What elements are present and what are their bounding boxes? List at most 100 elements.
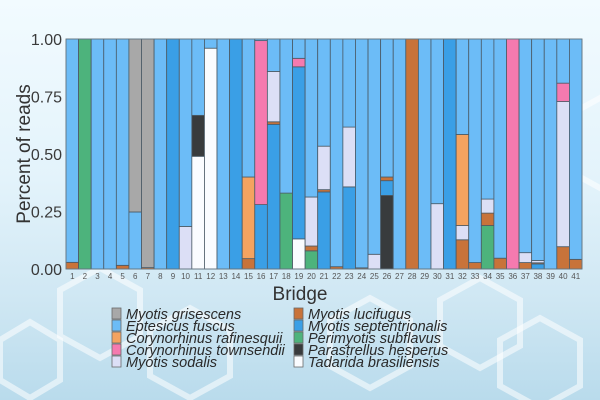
legend-item: Perimyotis subflavus [293, 331, 441, 347]
x-tick-label: 21 [320, 272, 329, 281]
x-tick-label: 14 [231, 272, 240, 281]
bar-segment-myotis-septentrionalis-bridge-26 [380, 180, 394, 196]
bar-segment-myotis-lucifugus-bridge-5 [115, 264, 130, 270]
legend-label: Myotis sodalis [126, 355, 217, 371]
y-tick-label: 0.75 [31, 90, 62, 107]
bar-segment-eptesicus-fuscus-bridge-1 [65, 38, 79, 263]
y-tick-label: 1.00 [31, 32, 62, 49]
x-tick-label: 25 [370, 272, 379, 281]
x-tick-label: 4 [108, 272, 113, 281]
bar-segment-myotis-septentrionalis-bridge-23 [342, 186, 356, 270]
x-tick-label: 5 [120, 272, 125, 281]
bar-segment-myotis-sodalis-bridge-21 [317, 145, 331, 191]
x-tick-label: 8 [158, 272, 163, 281]
x-tick-label: 19 [294, 272, 303, 281]
x-tick-label: 24 [357, 272, 366, 281]
hexagon-decoration [0, 318, 63, 400]
bar-segment-perimyotis-subflavus-bridge-2 [78, 38, 92, 270]
bar-segment-eptesicus-fuscus-bridge-32 [455, 38, 470, 135]
x-tick-label: 33 [471, 272, 480, 281]
bar-segment-eptesicus-fuscus-bridge-22 [329, 38, 344, 268]
bar-segment-myotis-septentrionalis-bridge-19 [292, 66, 306, 240]
bar-segment-parastrellus-hesperus-bridge-11 [191, 114, 205, 157]
x-tick-label: 28 [408, 272, 417, 281]
bar-segment-eptesicus-fuscus-bridge-10 [178, 38, 193, 227]
bar-segment-myotis-grisescens-bridge-6 [128, 38, 142, 213]
bar-segment-myotis-lucifugus-bridge-41 [569, 258, 583, 270]
x-tick-label: 32 [458, 272, 467, 281]
bar-segment-corynorhinus-townsendii-bridge-36 [506, 38, 520, 270]
bar-segment-corynorhinus-rafinesquii-bridge-15 [241, 176, 256, 260]
legend-label: Parastrellus hesperus [308, 343, 448, 359]
bar-segment-myotis-lucifugus-bridge-40 [556, 246, 570, 270]
x-tick-label: 29 [420, 272, 429, 281]
x-tick-label: 11 [194, 272, 203, 281]
legend-label: Myotis septentrionalis [308, 319, 447, 335]
bar-segment-tadarida-brasiliensis-bridge-19 [292, 238, 306, 270]
bar-segment-myotis-septentrionalis-bridge-17 [266, 123, 281, 270]
x-tick-label: 41 [571, 272, 580, 281]
x-tick-label: 40 [559, 272, 568, 281]
legend-label: Corynorhinus townsendii [126, 343, 286, 359]
hexagon-decoration [147, 304, 233, 400]
bar-segment-myotis-sodalis-bridge-17 [266, 71, 281, 123]
bar-segment-eptesicus-fuscus-bridge-15 [241, 38, 256, 178]
y-axis-title: Percent of reads [14, 84, 35, 223]
x-tick-label: 22 [332, 272, 341, 281]
x-tick-label: 7 [146, 272, 151, 281]
legend-swatch [293, 343, 304, 356]
x-tick-label: 10 [181, 272, 190, 281]
bar-segment-myotis-sodalis-bridge-10 [178, 226, 193, 270]
bar-segment-perimyotis-subflavus-bridge-34 [480, 225, 495, 270]
bar-segment-eptesicus-fuscus-bridge-5 [115, 38, 130, 266]
bar-segment-eptesicus-fuscus-bridge-35 [493, 38, 507, 259]
y-tick-label: 0.00 [31, 262, 62, 279]
legend-label: Tadarida brasiliensis [308, 355, 440, 371]
x-tick-label: 17 [269, 272, 278, 281]
bar-segment-myotis-septentrionalis-bridge-21 [317, 191, 331, 270]
legend-swatch [111, 355, 122, 368]
bar-segment-eptesicus-fuscus-bridge-19 [292, 38, 306, 59]
x-tick-label: 2 [83, 272, 88, 281]
x-tick-label: 9 [171, 272, 176, 281]
bar-segment-eptesicus-fuscus-bridge-39 [543, 38, 558, 270]
bar-segment-eptesicus-fuscus-bridge-37 [518, 38, 533, 254]
bar-segment-myotis-sodalis-bridge-40 [556, 101, 570, 248]
y-tick-label: 0.25 [31, 205, 62, 222]
x-tick-label: 1 [70, 272, 75, 281]
legend-swatch [293, 307, 304, 320]
bar-segment-myotis-septentrionalis-bridge-31 [443, 38, 457, 270]
bar-segment-eptesicus-fuscus-bridge-41 [569, 38, 583, 260]
x-tick-label: 13 [219, 272, 228, 281]
bar-segment-eptesicus-fuscus-bridge-40 [556, 38, 570, 84]
bar-segment-eptesicus-fuscus-bridge-3 [90, 38, 105, 270]
legend-item: Myotis grisescens [111, 307, 241, 323]
y-axis: 0.00 0.25 0.50 0.75 1.00 [31, 32, 62, 279]
bar-segment-myotis-septentrionalis-bridge-9 [166, 38, 180, 270]
legend-item: Corynorhinus rafinesquii [111, 331, 283, 347]
legend-label: Myotis grisescens [126, 307, 241, 323]
hexagon-decoration [327, 294, 413, 392]
legend-swatch [111, 319, 122, 332]
legend-item: Myotis lucifugus [293, 307, 411, 323]
bar-segment-myotis-septentrionalis-bridge-16 [254, 204, 268, 270]
x-axis-title: Bridge [273, 284, 328, 305]
legend-item: Tadarida brasiliensis [293, 355, 440, 371]
bar-segment-corynorhinus-rafinesquii-bridge-32 [455, 134, 470, 226]
bar-segment-perimyotis-subflavus-bridge-20 [304, 250, 319, 270]
legend-item: Eptesicus fuscus [111, 319, 235, 335]
hexagon-decoration [437, 274, 523, 372]
bar-segment-myotis-sodalis-bridge-25 [367, 253, 382, 270]
bar-segment-eptesicus-fuscus-bridge-26 [380, 38, 394, 178]
x-tick-label: 26 [382, 272, 391, 281]
bar-segment-myotis-sodalis-bridge-30 [430, 203, 444, 270]
bar-segment-myotis-lucifugus-bridge-35 [493, 257, 507, 270]
bar-segment-eptesicus-fuscus-bridge-34 [480, 38, 495, 200]
x-tick-label: 36 [508, 272, 517, 281]
bar-segment-eptesicus-fuscus-bridge-25 [367, 38, 382, 255]
legend-item: Corynorhinus townsendii [111, 343, 286, 359]
plot-area [65, 38, 583, 270]
x-tick-label: 27 [395, 272, 404, 281]
